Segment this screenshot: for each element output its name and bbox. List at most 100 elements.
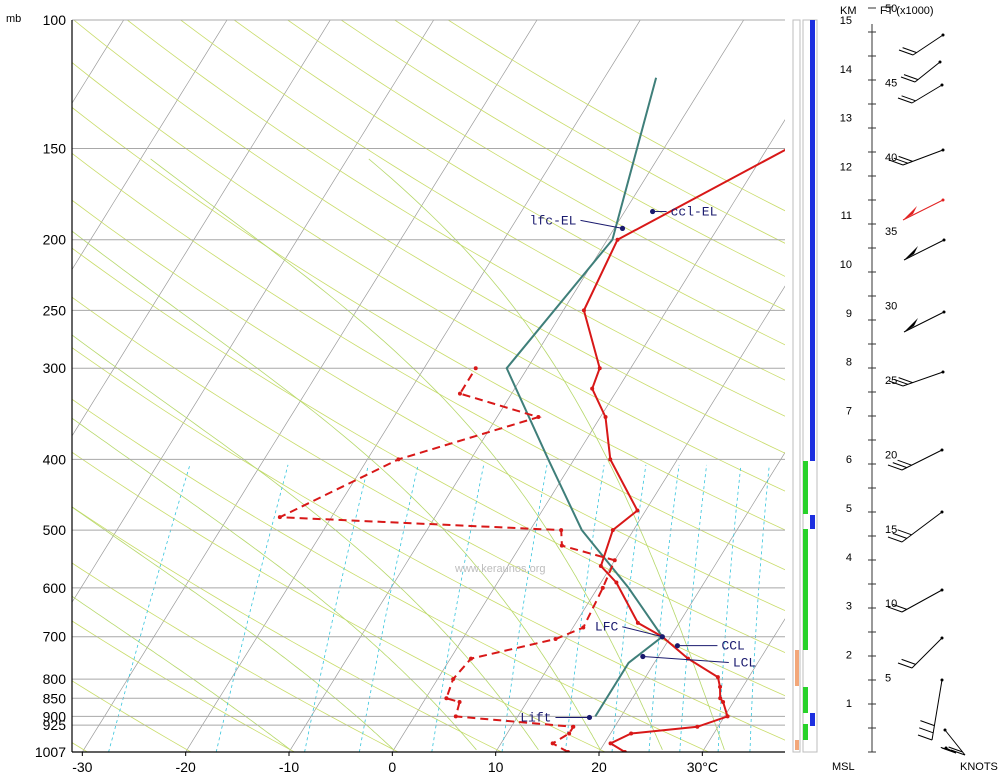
mixing-ratio-line xyxy=(648,464,680,752)
dry-adiabat-line xyxy=(72,451,606,752)
temperature-tick-label: -20 xyxy=(176,759,196,775)
dry-adiabat-line xyxy=(72,199,785,612)
wind-barb-flag xyxy=(904,318,918,332)
mixing-ratio-line xyxy=(215,464,289,752)
dry-adiabat-line xyxy=(72,62,785,492)
wind-barb-feather xyxy=(892,462,907,469)
wind-barb-dot xyxy=(940,83,944,87)
dry-adiabat-line xyxy=(72,562,399,752)
pressure-tick-label: 900 xyxy=(43,708,67,724)
isotherm-line xyxy=(702,618,785,752)
sounding-profiles xyxy=(277,77,785,752)
dewpoint-point xyxy=(277,515,282,520)
wind-barb xyxy=(888,148,945,166)
annotation-label: LCL xyxy=(733,655,756,670)
wind-barb-shaft xyxy=(914,61,941,83)
dry-adiabat-line xyxy=(180,20,785,381)
mixing-ratio-line xyxy=(717,464,742,752)
dewpoint-point xyxy=(600,585,605,590)
temperature-point xyxy=(615,237,620,242)
column-bar xyxy=(803,529,808,650)
wind-barb-flag xyxy=(903,206,917,220)
dewpoint-point xyxy=(444,696,449,701)
isotherm-line xyxy=(0,20,20,752)
wind-barb-feather xyxy=(898,377,913,384)
pressure-tick-label: 400 xyxy=(43,451,67,467)
pressure-tick-label: 925 xyxy=(43,717,67,733)
dry-adiabat-line xyxy=(72,620,295,752)
wind-barb-feather xyxy=(887,536,903,543)
column-bar xyxy=(803,461,808,514)
wind-barb xyxy=(887,448,944,471)
dry-adiabat-line xyxy=(340,20,785,277)
moist-adiabat-line xyxy=(72,417,477,751)
wind-barb xyxy=(917,678,944,741)
dewpoint-point xyxy=(469,656,474,661)
wind-barb-dot xyxy=(941,370,945,374)
mixing-ratio-line xyxy=(359,464,419,752)
temperature-point xyxy=(718,684,723,689)
ft-axis-label: FT (x1000) xyxy=(880,5,934,17)
mixing-ratio-line xyxy=(679,464,707,752)
wind-barb-dot xyxy=(940,510,944,514)
wind-barb-feather xyxy=(902,47,917,54)
dry-adiabat-line xyxy=(447,20,785,212)
dewpoint-point xyxy=(536,415,541,420)
pressure-tick-label: 150 xyxy=(43,141,67,157)
wind-barb-shaft xyxy=(903,311,945,333)
column-bar xyxy=(810,20,815,461)
wind-barb-dot xyxy=(941,148,945,152)
dry-adiabat-line xyxy=(233,20,785,346)
wind-barb xyxy=(940,746,957,754)
dewpoint-point xyxy=(457,699,462,704)
ft-tick-label: 35 xyxy=(885,226,897,238)
wind-barb-feather xyxy=(900,76,916,83)
wind-barb-feather xyxy=(888,380,904,387)
temperature-point xyxy=(721,699,726,704)
moist-adiabat-line xyxy=(150,158,663,750)
temperature-tick-label: -30 xyxy=(72,759,92,775)
temperature-point xyxy=(695,724,700,729)
temperature-point xyxy=(598,564,603,569)
ft-tick-label: 25 xyxy=(885,375,897,387)
dry-adiabat-line xyxy=(72,152,785,571)
temperature-point xyxy=(715,675,720,680)
ft-tick-label: 30 xyxy=(885,301,897,313)
temperature-tick-label: 30°C xyxy=(687,759,718,775)
wind-barb-feather xyxy=(887,606,903,613)
annotation-label: ccl-EL xyxy=(671,205,718,220)
dry-adiabat-line xyxy=(72,347,785,741)
wind-barb-shaft xyxy=(912,34,944,56)
wind-barb xyxy=(903,310,946,333)
km-tick-label: 12 xyxy=(840,161,852,173)
wind-barb-shaft xyxy=(911,84,943,104)
wind-barb-shaft xyxy=(944,729,966,756)
column-bar xyxy=(803,687,808,713)
ft-tick-label: 20 xyxy=(885,449,897,461)
temperature-tick-label: -10 xyxy=(279,759,299,775)
height-panel: 1234567891011121314151651015202530354045… xyxy=(792,3,998,773)
dewpoint-point xyxy=(567,731,572,736)
wind-barb-feather xyxy=(897,529,912,536)
km-tick-label: 15 xyxy=(840,15,852,27)
wind-barb xyxy=(887,510,944,543)
isotherm-line xyxy=(72,20,228,271)
axes: mb -30 -20 -10 0 10 20 30°C xyxy=(6,13,785,775)
dewpoint-point xyxy=(473,366,478,371)
km-tick-label: 1 xyxy=(846,698,852,710)
annotation-label: CCL xyxy=(721,639,744,654)
annotation-leader xyxy=(580,219,623,229)
wind-barb-shaft xyxy=(902,371,944,387)
wind-barb-feather xyxy=(903,74,919,81)
isotherm-line xyxy=(72,20,331,437)
pressure-tick-label: 1007 xyxy=(35,744,66,760)
wind-barb-dot xyxy=(938,60,942,64)
dry-adiabat-line xyxy=(394,20,785,244)
wind-barb-feather xyxy=(901,95,916,102)
ft-tick-label: 5 xyxy=(885,673,891,685)
temperature-tick-label: 10 xyxy=(488,759,504,775)
wind-barb-feather xyxy=(897,662,913,669)
pressure-tick-label: 600 xyxy=(43,580,67,596)
isotherm-line xyxy=(72,20,434,603)
